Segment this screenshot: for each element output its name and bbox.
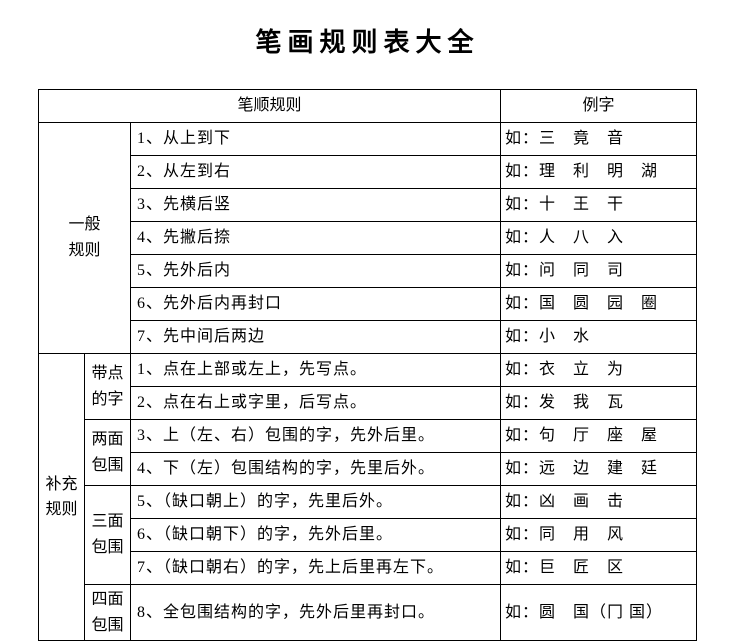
rule-cell: 7、（缺口朝右）的字，先上后里再左下。 (131, 552, 501, 585)
rule-cell: 5、先外后内 (131, 255, 501, 288)
example-cell: 如：衣 立 为 (501, 354, 697, 387)
table-row: 两面包围 3、上（左、右）包围的字，先外后里。 如：句 厅 座 屋 (39, 420, 697, 453)
subcat-two-side-label: 两面包围 (92, 427, 124, 478)
table-row: 补充规则 带点的字 1、点在上部或左上，先写点。 如：衣 立 为 (39, 354, 697, 387)
category-supplementary: 补充规则 (39, 354, 85, 641)
rule-cell: 6、先外后内再封口 (131, 288, 501, 321)
subcat-four-side: 四面包围 (85, 585, 131, 641)
table-row: 2、点在右上或字里，后写点。 如：发 我 瓦 (39, 387, 697, 420)
stroke-rules-table: 笔顺规则 例字 一般规则 1、从上到下 如：三 竟 音 2、从左到右 如：理 利… (38, 89, 697, 641)
rule-cell: 4、先撇后捺 (131, 222, 501, 255)
category-general-label: 一般规则 (69, 212, 101, 263)
table-row: 7、（缺口朝右）的字，先上后里再左下。 如：巨 匠 区 (39, 552, 697, 585)
example-cell: 如：圆 国（冂 国） (501, 585, 697, 641)
page-title: 笔画规则表大全 (38, 22, 697, 59)
rule-cell: 2、从左到右 (131, 156, 501, 189)
subcat-two-side: 两面包围 (85, 420, 131, 486)
subcat-dot-label: 带点的字 (92, 361, 124, 412)
example-cell: 如：十 王 干 (501, 189, 697, 222)
table-row: 2、从左到右 如：理 利 明 湖 (39, 156, 697, 189)
example-cell: 如：发 我 瓦 (501, 387, 697, 420)
category-general: 一般规则 (39, 123, 131, 354)
subcat-three-side-label: 三面包围 (92, 509, 124, 560)
table-row: 7、先中间后两边 如：小 水 (39, 321, 697, 354)
rule-cell: 3、先横后竖 (131, 189, 501, 222)
example-cell: 如：人 八 入 (501, 222, 697, 255)
table-row: 三面包围 5、（缺口朝上）的字，先里后外。 如：凶 画 击 (39, 486, 697, 519)
table-row: 6、先外后内再封口 如：国 圆 园 圈 (39, 288, 697, 321)
category-supplementary-label: 补充规则 (46, 472, 78, 523)
rule-cell: 5、（缺口朝上）的字，先里后外。 (131, 486, 501, 519)
rule-cell: 3、上（左、右）包围的字，先外后里。 (131, 420, 501, 453)
table-row: 4、下（左）包围结构的字，先里后外。 如：远 边 建 廷 (39, 453, 697, 486)
subcat-dot: 带点的字 (85, 354, 131, 420)
subcat-four-side-label: 四面包围 (92, 587, 124, 638)
example-cell: 如：句 厅 座 屋 (501, 420, 697, 453)
header-examples: 例字 (501, 90, 697, 123)
table-row: 4、先撇后捺 如：人 八 入 (39, 222, 697, 255)
rule-cell: 4、下（左）包围结构的字，先里后外。 (131, 453, 501, 486)
rule-cell: 2、点在右上或字里，后写点。 (131, 387, 501, 420)
example-cell: 如：问 同 司 (501, 255, 697, 288)
example-cell: 如：国 圆 园 圈 (501, 288, 697, 321)
header-rules: 笔顺规则 (39, 90, 501, 123)
table-row: 四面包围 8、全包围结构的字，先外后里再封口。 如：圆 国（冂 国） (39, 585, 697, 641)
example-cell: 如：小 水 (501, 321, 697, 354)
rule-cell: 6、（缺口朝下）的字，先外后里。 (131, 519, 501, 552)
table-row: 一般规则 1、从上到下 如：三 竟 音 (39, 123, 697, 156)
example-cell: 如：凶 画 击 (501, 486, 697, 519)
example-cell: 如：巨 匠 区 (501, 552, 697, 585)
example-cell: 如：三 竟 音 (501, 123, 697, 156)
rule-cell: 1、点在上部或左上，先写点。 (131, 354, 501, 387)
table-row: 3、先横后竖 如：十 王 干 (39, 189, 697, 222)
table-header-row: 笔顺规则 例字 (39, 90, 697, 123)
table-row: 5、先外后内 如：问 同 司 (39, 255, 697, 288)
rule-cell: 8、全包围结构的字，先外后里再封口。 (131, 585, 501, 641)
example-cell: 如：远 边 建 廷 (501, 453, 697, 486)
rule-cell: 1、从上到下 (131, 123, 501, 156)
example-cell: 如：同 用 风 (501, 519, 697, 552)
rule-cell: 7、先中间后两边 (131, 321, 501, 354)
example-cell: 如：理 利 明 湖 (501, 156, 697, 189)
table-row: 6、（缺口朝下）的字，先外后里。 如：同 用 风 (39, 519, 697, 552)
subcat-three-side: 三面包围 (85, 486, 131, 585)
